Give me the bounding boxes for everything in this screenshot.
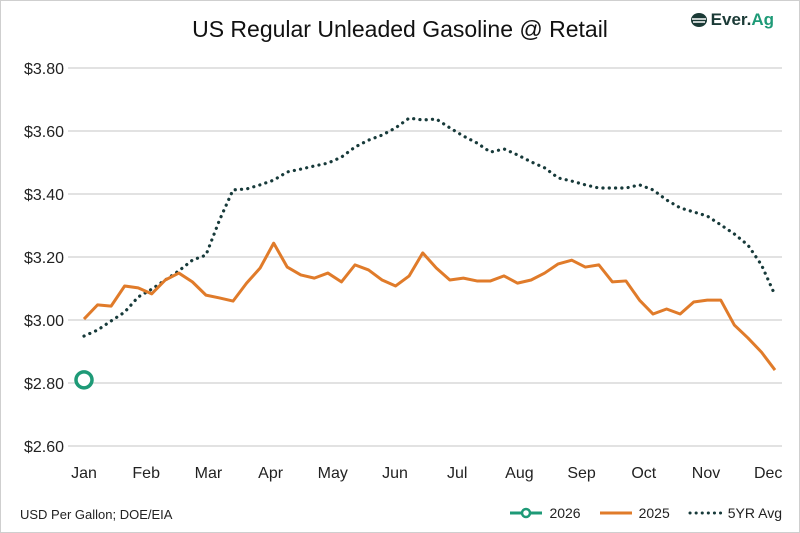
source-note: USD Per Gallon; DOE/EIA [20, 507, 173, 522]
y-tick-label: $3.00 [24, 313, 64, 330]
series-2025-line [82, 241, 777, 371]
series-5yr-avg-line [82, 116, 777, 338]
everag-leaf-icon [690, 13, 707, 27]
everag-logo: Ever.Ag [690, 10, 774, 30]
series-2026-point [74, 370, 94, 390]
x-tick-label: Aug [505, 465, 533, 482]
y-tick-label: $3.20 [24, 250, 64, 267]
x-tick-label: Jun [382, 465, 408, 482]
x-tick-label: Dec [754, 465, 782, 482]
x-tick-label: Oct [631, 465, 656, 482]
y-tick-label: $3.40 [24, 187, 64, 204]
chart-title: US Regular Unleaded Gasoline @ Retail [192, 16, 608, 42]
legend-swatch-5yr-avg [688, 511, 722, 515]
legend-item-2025: 2025 [599, 505, 670, 521]
y-tick-label: $2.60 [24, 439, 64, 456]
legend-swatch-2026 [510, 507, 543, 519]
legend-swatch-2025 [599, 511, 632, 515]
logo-text: Ever.Ag [710, 10, 774, 29]
x-tick-label: Feb [132, 465, 160, 482]
legend-item-2026: 2026 [509, 505, 581, 521]
x-tick-label: Nov [692, 465, 720, 482]
legend: 2026 2025 5YR Avg [509, 505, 782, 521]
y-tick-label: $3.60 [24, 124, 64, 141]
x-tick-label: May [318, 465, 348, 482]
y-tick-label: $3.80 [24, 61, 64, 78]
legend-item-5yr-avg: 5YR Avg [688, 505, 782, 521]
x-tick-label: Mar [195, 465, 223, 482]
x-tick-label: Jul [447, 465, 467, 482]
x-tick-label: Sep [567, 465, 596, 482]
y-tick-label: $2.80 [24, 376, 64, 393]
x-tick-label: Jan [71, 465, 97, 482]
x-tick-label: Apr [258, 465, 284, 482]
